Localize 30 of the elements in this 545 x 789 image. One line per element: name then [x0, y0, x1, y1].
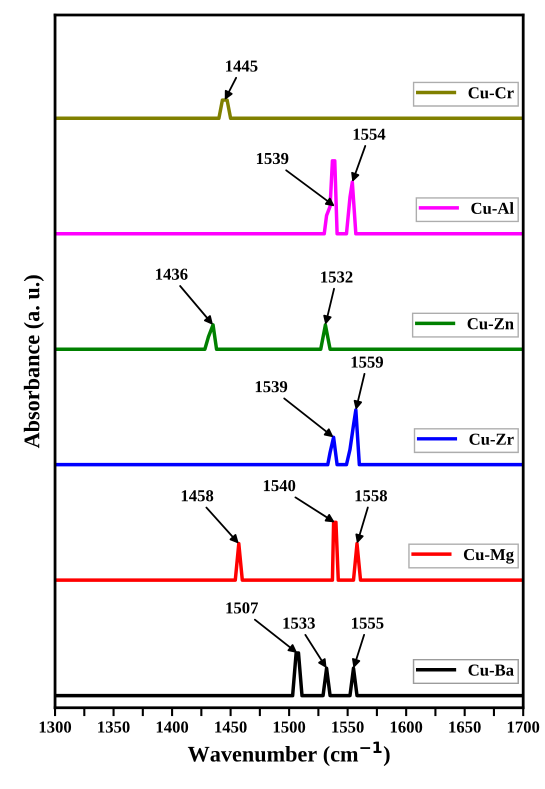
x-axis-title: Wavenumber (cm$^{−1}$) — [188, 742, 390, 766]
legend-label: Cu-Ba — [468, 664, 514, 676]
legend-label: Cu-Mg — [464, 548, 514, 564]
x-tick-label: 1300 — [40, 721, 72, 733]
legend-label: Cu-Cr — [468, 87, 514, 98]
y-axis-title: Absorbance (a. u.) — [24, 275, 44, 448]
legend-label: Cu-Zn — [468, 318, 514, 330]
legend-label: Cu-Al — [471, 202, 514, 214]
annotation: 1532 — [321, 271, 352, 283]
x-tick-label: 1550 — [332, 721, 364, 733]
annotation: 1445 — [226, 60, 258, 72]
annotation: 1507 — [226, 602, 258, 614]
annotation: 1436 — [156, 268, 188, 280]
annotation: 1539 — [256, 381, 288, 392]
annotation: 1558 — [356, 490, 388, 502]
x-tick-label: 1400 — [156, 721, 188, 733]
annotation: 1555 — [352, 618, 384, 629]
annotation: 1540 — [264, 480, 296, 492]
x-tick-label: 1350 — [98, 721, 130, 733]
annotation: 1533 — [283, 618, 315, 629]
annotation: 1559 — [352, 356, 384, 368]
x-tick-label: 1700 — [508, 721, 540, 733]
x-tick-label: 1600 — [390, 721, 422, 733]
legend-label: Cu-Zr — [469, 434, 514, 445]
annotation: 1458 — [182, 490, 214, 502]
x-tick-label: 1450 — [215, 721, 247, 733]
annotation: 1539 — [256, 152, 288, 164]
x-tick-label: 1650 — [449, 721, 481, 733]
x-tick-label: 1500 — [274, 721, 306, 733]
annotation: 1554 — [354, 128, 386, 140]
